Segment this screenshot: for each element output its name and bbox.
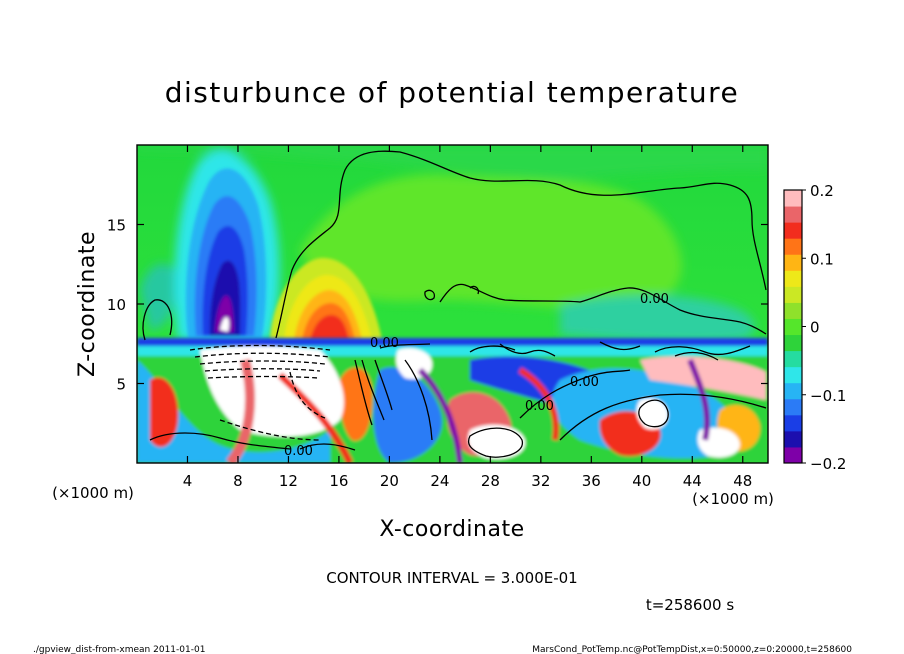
x-tick-label: 40 xyxy=(632,472,651,490)
colorbar-swatch xyxy=(784,318,802,336)
contour-label: 0.00 xyxy=(640,292,669,307)
x-axis-label: X-coordinate xyxy=(379,517,524,542)
contour-interval: CONTOUR INTERVAL = 3.000E-01 xyxy=(326,569,577,587)
x-tick-label: 24 xyxy=(430,472,449,490)
colorbar-swatch xyxy=(784,254,802,271)
colorbar-swatch xyxy=(784,206,802,223)
contour-label: 0.00 xyxy=(570,375,599,390)
y-tick-label: 10 xyxy=(107,296,126,314)
contour-labels: 0.00 0.00 0.00 0.00 0.00 xyxy=(284,292,669,459)
colorbar-swatch xyxy=(784,222,802,239)
colorbar-frame xyxy=(783,189,803,464)
colorbar-tick-label: 0 xyxy=(810,319,820,337)
contour-label: 0.00 xyxy=(370,336,399,351)
x-tick-label: 32 xyxy=(531,472,550,490)
time-label: t=258600 s xyxy=(646,596,734,614)
colorbar: 0.2 0.1 0 −0.1 −0.2 xyxy=(784,182,846,473)
colorbar-tick-label: 0.1 xyxy=(810,250,834,268)
x-tick-label: 8 xyxy=(233,472,243,490)
x-tick-label: 36 xyxy=(582,472,601,490)
colorbar-swatch xyxy=(784,302,802,319)
colorbar-swatch xyxy=(784,366,802,384)
colorbar-swatch xyxy=(784,414,802,432)
colorbar-swatch xyxy=(784,286,802,303)
x-tick-label: 48 xyxy=(733,472,752,490)
chart-title: disturbunce of potential temperature xyxy=(165,76,740,109)
y-tick-label: 15 xyxy=(107,217,126,235)
colorbar-swatch xyxy=(784,430,802,448)
colorbar-swatch xyxy=(784,398,802,416)
colorbar-swatch xyxy=(784,382,802,400)
contour-label: 0.00 xyxy=(525,399,554,414)
y-tick-label: 5 xyxy=(116,376,126,394)
colorbar-swatch xyxy=(784,350,802,368)
y-unit-label: (×1000 m) xyxy=(52,484,134,502)
colorbar-tick-label: −0.1 xyxy=(810,387,846,405)
y-axis: 5 10 15 xyxy=(107,217,768,394)
x-unit-label: (×1000 m) xyxy=(692,490,774,508)
colorbar-tick-label: 0.2 xyxy=(810,182,834,200)
colorbar-swatch xyxy=(784,446,802,464)
contour-lines xyxy=(142,150,767,458)
x-tick-label: 28 xyxy=(481,472,500,490)
x-tick-label: 12 xyxy=(279,472,298,490)
y-axis-label: Z-coordinate xyxy=(75,231,100,377)
x-tick-label: 44 xyxy=(683,472,702,490)
x-axis: 4 8 12 16 20 24 28 32 36 40 44 48 xyxy=(183,145,752,490)
footer-left: ./gpview_dist-from-xmean 2011-01-01 xyxy=(33,645,205,654)
x-tick-label: 16 xyxy=(329,472,348,490)
colorbar-swatch xyxy=(784,334,802,352)
colorbar-swatch xyxy=(784,238,802,255)
x-tick-label: 4 xyxy=(183,472,193,490)
colorbar-swatch xyxy=(784,270,802,287)
contour-label: 0.00 xyxy=(284,444,313,459)
footer-right: MarsCond_PotTemp.nc@PotTempDist,x=0:5000… xyxy=(532,645,852,654)
x-tick-label: 20 xyxy=(380,472,399,490)
colorbar-tick-label: −0.2 xyxy=(810,455,846,473)
colorbar-swatch xyxy=(784,190,802,207)
plot-area: 0.00 0.00 0.00 0.00 0.00 xyxy=(137,145,768,463)
